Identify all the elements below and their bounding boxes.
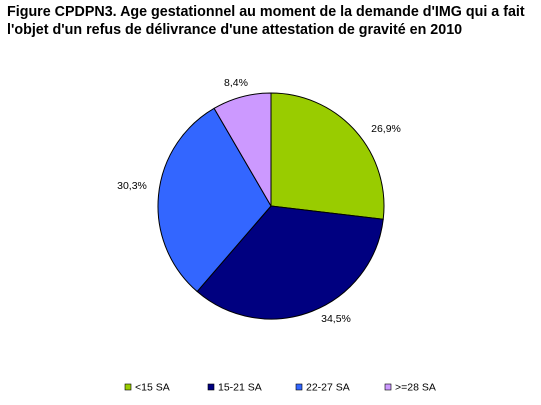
legend: <15 SA 15-21 SA 22-27 SA >=28 SA [124,382,436,394]
legend-label-2: 15-21 SA [218,382,262,394]
chart-title-line-2: l'objet d'un refus de délivrance d'une a… [7,21,463,38]
legend-swatch-1 [124,383,132,391]
pie-slice-4 [213,92,272,207]
pie-slice-3 [157,107,272,293]
legend-label-1: <15 SA [135,382,170,394]
legend-swatch-4 [384,383,392,391]
chart-title: Figure CPDPN3. Age gestationnel au momen… [7,4,527,39]
data-label-3: 30,3% [117,180,147,192]
data-labels: 26,9% 34,5% 30,3% 8,4% [117,77,401,325]
legend-label-3: 22-27 SA [306,382,350,394]
legend-label-4: >=28 SA [395,382,436,394]
data-label-2: 34,5% [321,313,351,325]
pie-slice-2 [196,205,384,320]
pie-slices [157,92,385,320]
chart-title-line-1: Figure CPDPN3. Age gestationnel au momen… [7,4,525,20]
legend-swatch-2 [207,383,215,391]
pie-slice-1 [270,92,385,220]
legend-swatch-3 [295,383,303,391]
data-label-1: 26,9% [371,123,401,135]
data-label-4: 8,4% [224,77,248,89]
